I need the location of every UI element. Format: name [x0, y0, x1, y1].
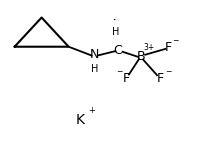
Text: F: F	[157, 72, 164, 85]
Text: F: F	[122, 72, 129, 85]
Text: K: K	[76, 113, 85, 127]
Text: F: F	[165, 40, 172, 54]
Text: C: C	[113, 44, 122, 57]
Text: N: N	[90, 48, 99, 61]
Text: −: −	[165, 67, 171, 77]
Text: H: H	[91, 64, 98, 74]
Text: +: +	[88, 106, 95, 115]
Text: B: B	[137, 50, 145, 63]
Text: 3+: 3+	[144, 43, 155, 52]
Text: −: −	[173, 36, 179, 45]
Text: −: −	[116, 67, 122, 76]
Text: H: H	[112, 27, 119, 37]
Text: ·: ·	[112, 17, 116, 26]
